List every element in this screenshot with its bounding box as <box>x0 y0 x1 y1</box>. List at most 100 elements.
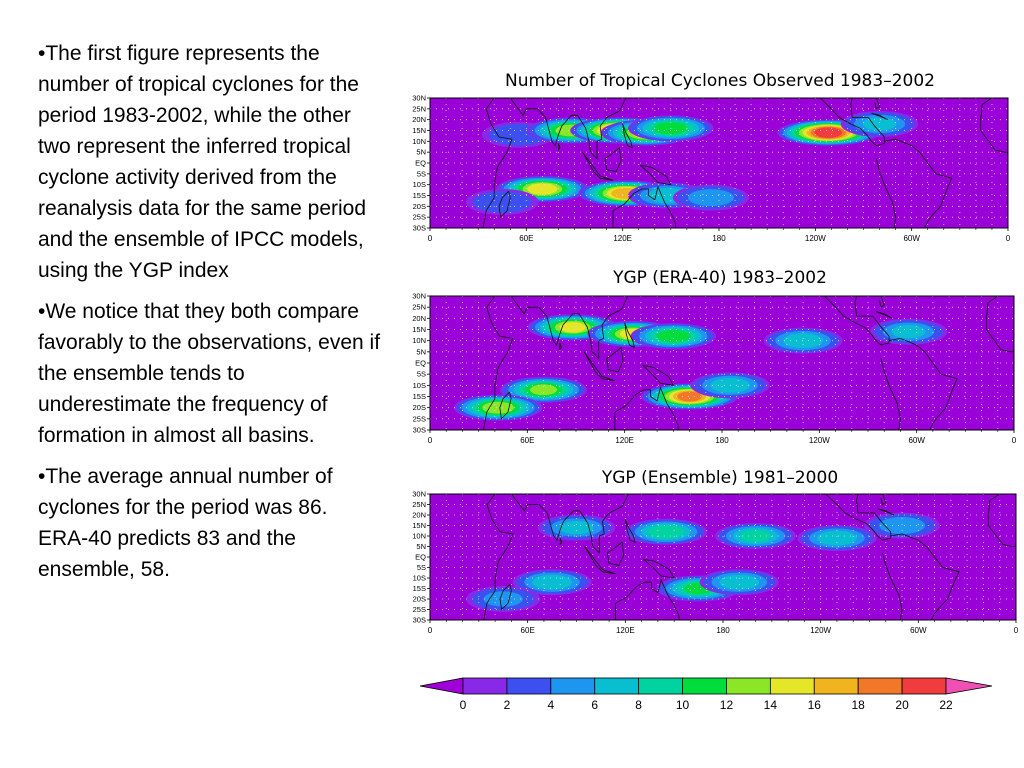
coastline <box>875 311 893 319</box>
lat-tick-label: 25N <box>412 303 426 312</box>
lat-tick-label: 30S <box>413 616 426 625</box>
coastline <box>511 494 629 554</box>
lat-tick-label: 20N <box>412 115 426 124</box>
lat-tick-label: 20S <box>413 403 426 412</box>
lat-tick-label: 20N <box>412 314 426 323</box>
coastline <box>889 337 958 430</box>
coastline <box>987 494 1016 547</box>
coastline <box>582 151 614 181</box>
lon-tick-label: 180 <box>716 626 730 635</box>
lon-tick-label: 0 <box>428 234 433 243</box>
lon-tick-label: 120E <box>613 234 632 243</box>
hotspot <box>466 586 541 612</box>
colorbar-box <box>506 677 552 695</box>
coastline <box>980 98 1008 153</box>
coastline <box>890 533 960 620</box>
contour-level <box>787 334 820 347</box>
coastline <box>614 386 679 430</box>
colorbar-label: 18 <box>852 698 866 712</box>
coastline <box>483 296 514 430</box>
coastline <box>483 494 514 620</box>
lon-tick-label: 60W <box>903 234 920 243</box>
colorbar-box <box>638 677 683 695</box>
coastline <box>624 322 635 349</box>
lat-tick-label: 30N <box>412 94 426 103</box>
colorbar-label: 6 <box>591 698 598 712</box>
coastline <box>583 351 616 382</box>
contour-level <box>821 531 853 545</box>
coastline <box>986 296 1014 353</box>
coastline <box>819 98 885 147</box>
lon-tick-label: 120W <box>810 626 831 635</box>
colorbar-label: 8 <box>635 698 642 712</box>
lat-tick-label: EQ <box>415 359 426 368</box>
coastline <box>612 185 676 228</box>
hotspot <box>699 569 779 596</box>
colorbar-label: 2 <box>504 698 511 712</box>
coastline <box>879 296 885 308</box>
colorbar-label: 12 <box>720 698 734 712</box>
coastline <box>499 584 512 611</box>
contour-level <box>530 384 558 396</box>
colorbar-box <box>769 677 815 695</box>
bullet-2: •We notice that they both compare favora… <box>38 300 381 447</box>
lon-tick-label: 60E <box>520 436 534 445</box>
lon-tick-label: 0 <box>1014 626 1019 635</box>
lon-tick-label: 120W <box>805 234 826 243</box>
hotspot <box>537 514 616 541</box>
hotspot <box>869 318 948 345</box>
lat-tick-label: 5S <box>417 169 426 178</box>
lon-tick-label: 120W <box>809 436 830 445</box>
lat-tick-label: 15S <box>413 392 426 401</box>
map-field <box>430 494 1016 620</box>
lat-tick-label: 25S <box>413 414 426 423</box>
hotspot <box>797 525 877 552</box>
colorbar-label: 16 <box>808 698 822 712</box>
coastline <box>509 98 627 160</box>
coastline <box>877 508 895 516</box>
lat-tick-label: 10S <box>413 574 426 583</box>
hotspot <box>672 184 749 211</box>
coastline <box>624 519 636 543</box>
lat-tick-label: 5N <box>416 148 426 157</box>
lat-tick-label: 5N <box>416 347 426 356</box>
hotspot <box>656 575 741 602</box>
coastline <box>871 112 888 121</box>
lon-tick-label: 0 <box>1006 234 1011 243</box>
hotspot <box>453 394 543 421</box>
colorbar-label: 10 <box>676 698 690 712</box>
contour-level <box>677 391 702 402</box>
contour-level <box>483 591 523 607</box>
hotspot <box>465 189 539 215</box>
colorbar-box <box>550 677 596 695</box>
lat-tick-label: EQ <box>415 159 426 168</box>
lon-tick-label: 0 <box>428 626 433 635</box>
lat-tick-label: 25N <box>412 500 426 509</box>
contour-level <box>723 575 756 589</box>
coastline <box>606 346 624 373</box>
colorbar-box <box>682 677 727 695</box>
lat-tick-label: 10N <box>412 532 426 541</box>
contour-level <box>816 127 841 138</box>
coastline <box>498 190 511 219</box>
lat-tick-label: 5N <box>416 542 426 551</box>
map-ensemble: YGP (Ensemble) 1981–200030N25N20N15N10N5… <box>412 468 1019 635</box>
colorbar-low-arrow <box>419 677 464 695</box>
lat-tick-label: 5S <box>417 370 426 379</box>
map-era40: YGP (ERA-40) 1983–2002 30N 25N 20N 15N 10N 5N E… <box>412 268 1017 445</box>
coastline <box>622 123 633 149</box>
coastline <box>584 546 616 575</box>
colorbar-label: 22 <box>939 698 953 712</box>
map-title: YGP (Ensemble) 1981–2000 <box>601 468 838 488</box>
lat-tick-label: 15N <box>412 325 426 334</box>
coastline <box>559 537 563 546</box>
contour-level <box>884 518 921 533</box>
contour-level <box>891 325 926 339</box>
lon-tick-label: 60E <box>521 626 535 635</box>
colorbar-box <box>594 677 640 695</box>
lat-tick-label: 5S <box>417 563 426 572</box>
lon-tick-label: 180 <box>715 436 729 445</box>
contour-level <box>480 193 525 211</box>
lat-tick-label: 25S <box>413 213 426 222</box>
contour-level <box>692 190 729 205</box>
